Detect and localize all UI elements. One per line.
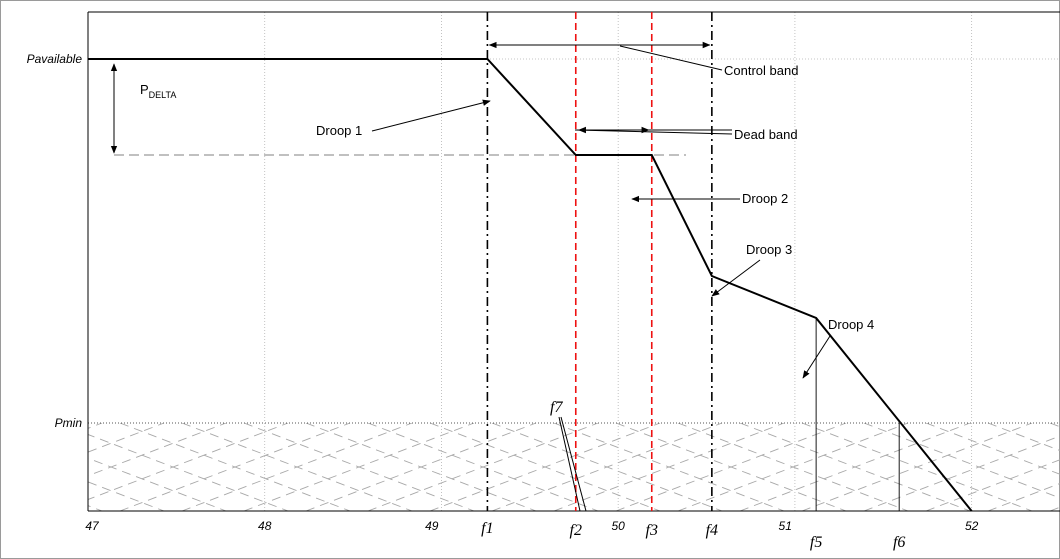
droop3-arrow bbox=[711, 259, 761, 297]
series-layer bbox=[88, 58, 973, 512]
hatch-line bbox=[429, 423, 661, 511]
f7-label: f7 bbox=[550, 399, 563, 416]
f2-label: f2 bbox=[570, 522, 582, 539]
f7-leader-1 bbox=[558, 416, 581, 512]
dead-band-leader-2 bbox=[574, 129, 733, 135]
droop1-arrow bbox=[371, 99, 491, 132]
hatch-line bbox=[243, 423, 475, 511]
tick-labels: Pavailable Pmin 47 48 49 50 51 52 f1 f2 f3 f4 f5 f6 bbox=[27, 52, 979, 551]
hatch-line bbox=[119, 423, 351, 511]
frequency-markers bbox=[486, 12, 900, 511]
hatch-line bbox=[88, 423, 289, 501]
hatch-line bbox=[615, 423, 847, 511]
x-tick-50: 50 bbox=[612, 519, 626, 533]
hatch-line bbox=[677, 423, 909, 511]
x-tick-49: 49 bbox=[425, 519, 439, 533]
x-tick-47: 47 bbox=[85, 519, 100, 533]
f6-label: f6 bbox=[893, 534, 905, 551]
droop4-label: Droop 4 bbox=[828, 317, 874, 332]
hatch-line bbox=[305, 423, 537, 511]
f3-label: f3 bbox=[646, 522, 658, 539]
hatch-line bbox=[553, 423, 785, 511]
f5-label: f5 bbox=[810, 534, 822, 551]
hatch-line bbox=[181, 423, 413, 511]
droop2-label: Droop 2 bbox=[742, 191, 788, 206]
hatch-line bbox=[739, 423, 971, 511]
f7-leader-2 bbox=[560, 416, 587, 512]
hatch-line bbox=[491, 423, 723, 511]
droop3-label: Droop 3 bbox=[746, 242, 792, 257]
pdelta-label: PDELTA bbox=[140, 82, 176, 100]
series-line bbox=[88, 58, 973, 512]
hatch-line bbox=[925, 459, 1060, 511]
droop1-label: Droop 1 bbox=[316, 123, 362, 138]
x-tick-51: 51 bbox=[779, 519, 792, 533]
control-band-label: Control band bbox=[724, 63, 798, 78]
x-tick-48: 48 bbox=[258, 519, 272, 533]
y-label-pmin: Pmin bbox=[55, 416, 83, 430]
annotations: PDELTA Control band Dead band Droop 1 Droop … bbox=[110, 41, 874, 512]
dead-band-label: Dead band bbox=[734, 127, 798, 142]
x-tick-52: 52 bbox=[965, 519, 979, 533]
control-band-leader bbox=[619, 45, 723, 71]
hatch-line bbox=[863, 435, 1060, 511]
hatch-line bbox=[367, 423, 599, 511]
hatch-lines bbox=[88, 423, 1060, 511]
hatch-line bbox=[801, 423, 1033, 511]
hatch-region bbox=[88, 423, 1060, 511]
y-label-pavailable: Pavailable bbox=[27, 52, 83, 66]
f4-label: f4 bbox=[706, 522, 718, 539]
hatch-line bbox=[88, 423, 227, 477]
droop4-arrow bbox=[802, 335, 831, 379]
f1-label: f1 bbox=[481, 520, 493, 537]
